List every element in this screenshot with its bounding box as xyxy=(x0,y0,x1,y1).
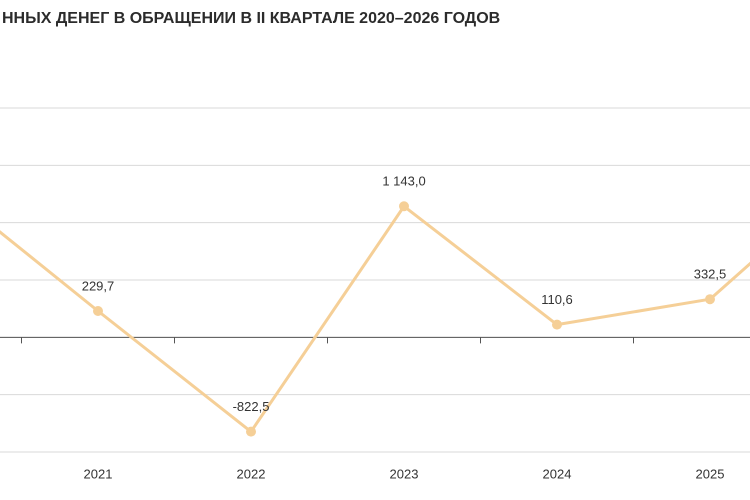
data-point xyxy=(552,319,562,330)
x-tick-label: 2021 xyxy=(84,466,113,481)
x-tick-label: 2024 xyxy=(543,466,572,481)
x-tick-label: 2022 xyxy=(237,466,266,481)
x-tick-label: 2023 xyxy=(390,466,419,481)
data-point xyxy=(246,426,256,437)
data-line xyxy=(0,204,750,434)
data-point xyxy=(705,294,715,305)
data-label: -822,5 xyxy=(233,399,270,414)
data-label: 1 143,0 xyxy=(382,174,425,189)
data-point xyxy=(93,305,103,316)
data-label: 332,5 xyxy=(694,267,727,282)
chart-title: ННЫХ ДЕНЕГ В ОБРАЩЕНИИ В II КВАРТАЛЕ 202… xyxy=(2,10,500,27)
x-tick-label: 2025 xyxy=(696,466,725,481)
data-label: 110,6 xyxy=(541,292,573,307)
data-label: 229,7 xyxy=(82,278,115,293)
data-point xyxy=(399,201,409,212)
